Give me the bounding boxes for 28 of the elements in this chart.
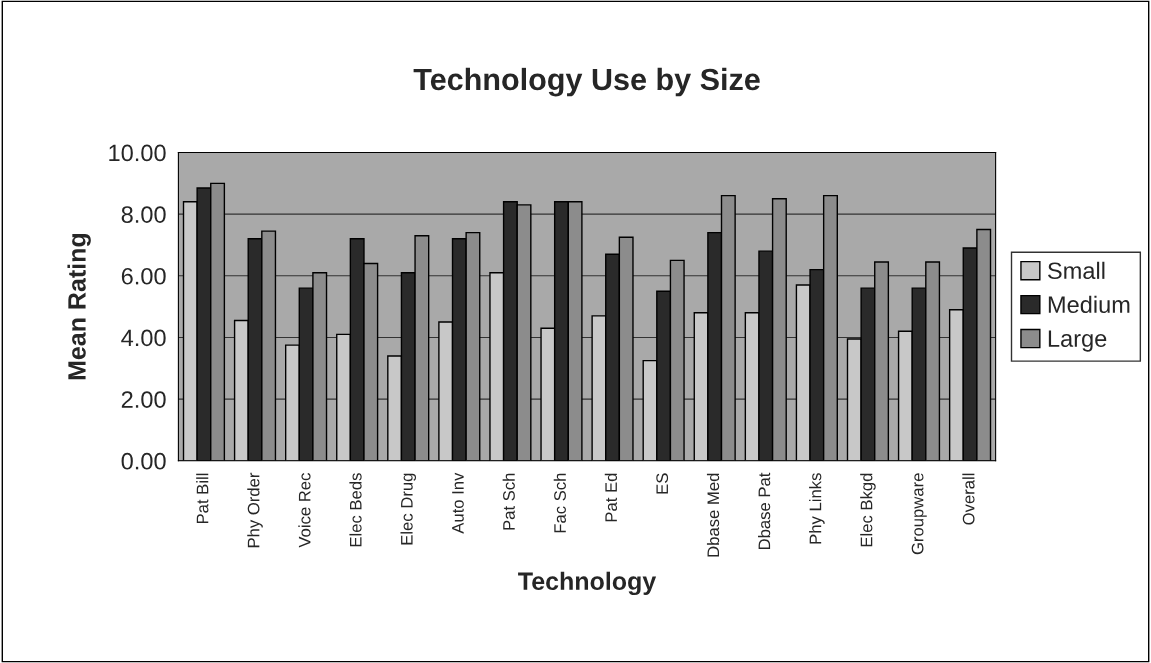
legend-label: Medium <box>1048 295 1130 314</box>
x-tick-label: Elec Beds <box>349 473 362 547</box>
x-tick-label: ES <box>656 473 669 494</box>
x-tick-label: Phy Links <box>809 473 825 544</box>
x-tick-label: Auto Inv <box>452 472 464 534</box>
y-tick-label: 8.00 <box>121 206 166 223</box>
x-tick-label: Pat Ed <box>604 473 618 522</box>
y-tick-label: 2.00 <box>121 391 166 408</box>
x-tick-label: Elec Bkgd <box>860 473 876 547</box>
legend-label: Small <box>1048 261 1105 280</box>
x-tick-label: Fac Sch <box>553 473 566 533</box>
x-tick-label: Phy Order <box>247 472 263 548</box>
x-tick-label: Dbase Pat <box>758 472 771 550</box>
y-axis-title: Mean Rating <box>67 233 91 380</box>
y-tick-label: 0.00 <box>121 452 166 470</box>
x-tick-label: Dbase Med <box>706 473 720 557</box>
chart-title: Technology Use by Size <box>413 67 760 97</box>
y-tick-label: 4.00 <box>121 329 166 347</box>
x-tick-label: Pat Bill <box>196 473 209 524</box>
x-tick-label: Pat Sch <box>502 473 515 530</box>
y-tick-label: 10.00 <box>109 144 166 162</box>
x-axis-title: Technology <box>518 571 657 596</box>
x-tick-label: Elec Drug <box>400 473 417 545</box>
x-tick-label: Groupware <box>911 473 927 555</box>
x-tick-label: Voice Rec <box>298 473 311 548</box>
x-tick-label: Overall <box>962 473 975 525</box>
legend-label: Large <box>1048 330 1107 352</box>
y-tick-label: 6.00 <box>121 267 166 285</box>
